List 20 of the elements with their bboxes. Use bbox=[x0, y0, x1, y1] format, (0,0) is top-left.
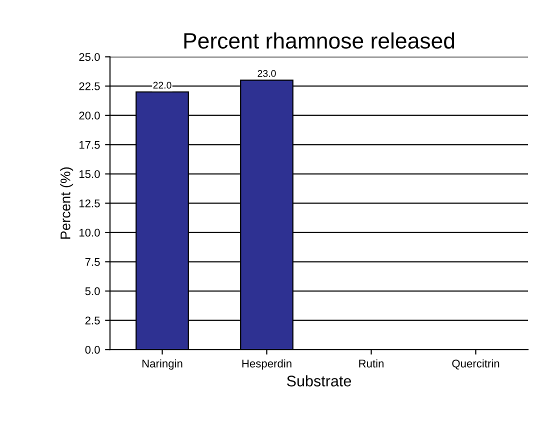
y-tick-label: 17.5 bbox=[80, 141, 100, 149]
y-tick-label: 20.0 bbox=[79, 112, 100, 120]
y-tick-label: 25.0 bbox=[79, 53, 100, 61]
y-tick-label: 15.0 bbox=[80, 170, 100, 178]
x-tick-label: Rutin bbox=[359, 359, 384, 368]
y-tick-label: 22.5 bbox=[79, 82, 100, 90]
y-tick-label: 12.5 bbox=[80, 199, 100, 208]
y-tick-label: 2.5 bbox=[85, 316, 100, 324]
x-axis-title: Substrate bbox=[287, 375, 352, 386]
data-label: 22.0 bbox=[153, 82, 172, 89]
y-tick-label: 0.0 bbox=[85, 346, 100, 354]
chart-title: Percent rhamnose released bbox=[184, 32, 454, 49]
x-tick-label: Hesperdin bbox=[242, 359, 292, 370]
y-tick-label: 7.5 bbox=[85, 258, 100, 266]
x-tick-label: Quercitrin bbox=[452, 359, 500, 370]
y-tick-label: 10.0 bbox=[80, 228, 100, 237]
y-axis-title: Percent (%) bbox=[60, 167, 74, 239]
y-tick-label: 5.0 bbox=[85, 287, 100, 296]
data-label: 23.0 bbox=[258, 70, 276, 77]
x-tick-label: Naringin bbox=[142, 359, 182, 370]
